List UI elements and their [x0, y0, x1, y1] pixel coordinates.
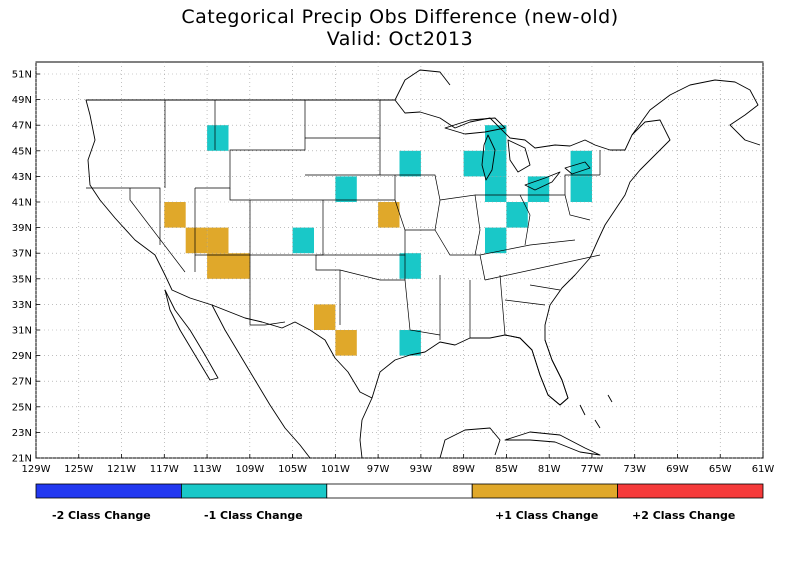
legend-label-plus2: +2 Class Change	[632, 509, 735, 522]
legend-label-plus1: +1 Class Change	[495, 509, 598, 522]
legend-swatch-minus1	[181, 484, 326, 498]
legend-swatch-zero	[327, 484, 472, 498]
legend-colorbar	[0, 0, 800, 568]
legend-swatch-minus2	[36, 484, 181, 498]
legend-swatch-plus2	[618, 484, 763, 498]
legend-swatch-plus1	[472, 484, 617, 498]
legend-label-minus1: -1 Class Change	[204, 509, 303, 522]
legend-label-minus2: -2 Class Change	[52, 509, 151, 522]
